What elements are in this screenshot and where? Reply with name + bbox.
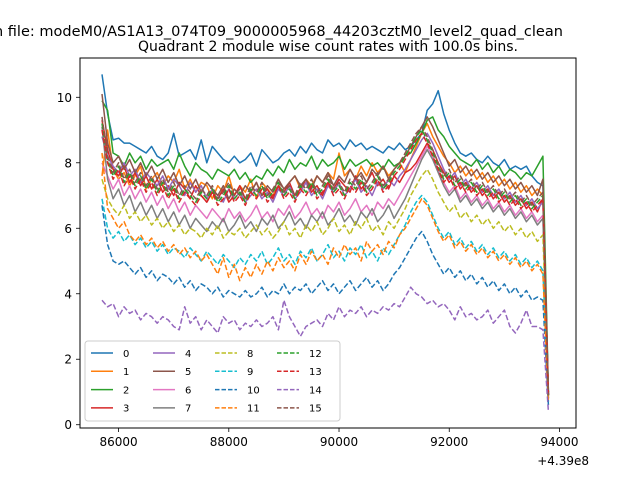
x-offset-label: +4.39e8	[537, 454, 589, 468]
y-axis: 0 2 4 6 8 10	[57, 91, 80, 432]
series-layer	[101, 74, 550, 412]
series-line-15	[101, 116, 550, 396]
legend-label-1: 1	[123, 367, 129, 378]
y-tick-label-8: 8	[64, 156, 72, 170]
series-line-6	[101, 145, 550, 399]
legend-label-5: 5	[185, 367, 191, 378]
series-line-10	[101, 205, 550, 406]
legend-box	[84, 340, 341, 422]
chart-title: Quadrant 2 module wise count rates with …	[138, 39, 518, 55]
x-tick-label-92000: 92000	[430, 435, 468, 449]
plot-frame	[79, 57, 577, 429]
legend-label-7: 7	[185, 404, 191, 415]
legend-label-9: 9	[247, 367, 253, 378]
x-tick-label-88000: 88000	[210, 435, 248, 449]
legend-label-14: 14	[309, 385, 322, 396]
x-axis: 86000 88000 90000 92000 94000	[99, 428, 579, 449]
y-tick-label-4: 4	[64, 287, 72, 301]
series-line-8	[101, 168, 550, 399]
y-tick-label-10: 10	[57, 91, 72, 105]
legend-label-15: 15	[309, 404, 322, 415]
series-line-4	[101, 132, 550, 396]
legend-label-8: 8	[247, 349, 253, 360]
x-tick-label-86000: 86000	[99, 435, 137, 449]
x-tick-label-94000: 94000	[540, 435, 578, 449]
series-line-13	[101, 129, 550, 396]
series-line-7	[101, 126, 550, 399]
y-tick-label-6: 6	[64, 222, 72, 236]
legend-label-13: 13	[309, 367, 322, 378]
series-line-14	[101, 286, 550, 412]
legend-label-0: 0	[123, 349, 129, 360]
legend-label-12: 12	[309, 349, 322, 360]
series-line-5	[101, 93, 550, 396]
series-line-0	[101, 74, 550, 393]
series-line-11	[101, 152, 550, 402]
legend-label-10: 10	[247, 385, 260, 396]
x-tick-label-90000: 90000	[320, 435, 358, 449]
figure-suptitle: n file: modeM0/AS1A13_074T09_9000005968_…	[0, 24, 563, 40]
legend-label-4: 4	[185, 349, 191, 360]
legend-label-11: 11	[247, 404, 260, 415]
legend-label-6: 6	[185, 385, 191, 396]
y-tick-label-0: 0	[64, 418, 72, 432]
y-tick-label-2: 2	[64, 353, 72, 367]
series-line-2	[101, 100, 550, 393]
series-line-12	[101, 123, 550, 396]
legend-label-2: 2	[123, 385, 129, 396]
legend-label-3: 3	[123, 404, 129, 415]
